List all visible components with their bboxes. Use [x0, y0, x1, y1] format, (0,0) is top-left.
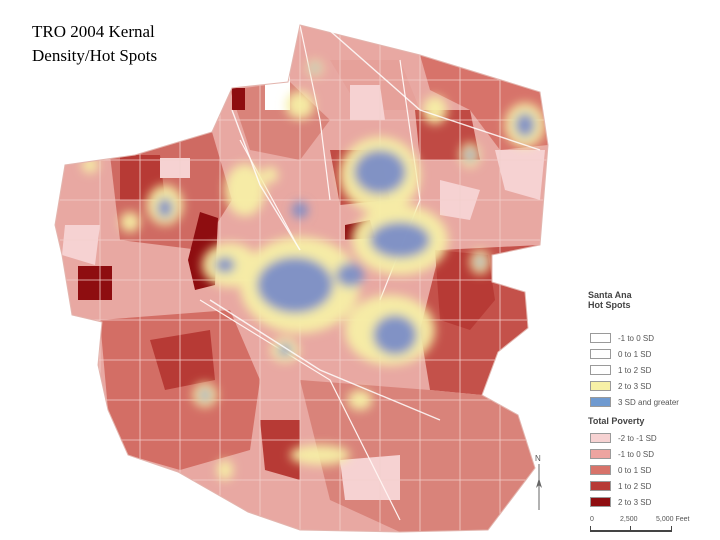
- legend-item: -2 to -1 SD: [588, 430, 716, 446]
- scale-bar: 0 2,500 5,000 Feet: [590, 516, 689, 536]
- legend-swatch: [590, 349, 611, 359]
- legend-item: 0 to 1 SD: [588, 346, 716, 362]
- hotspots-legend-title-line2: Hot Spots: [588, 300, 631, 310]
- legend-swatch: [590, 465, 611, 475]
- legend-swatch: [590, 365, 611, 375]
- legend-swatch: [590, 397, 611, 407]
- legend-swatch: [590, 481, 611, 491]
- legend-item: -1 to 0 SD: [588, 446, 716, 462]
- legend-label: 1 to 2 SD: [618, 482, 652, 491]
- north-arrow-icon: N: [532, 452, 546, 512]
- scale-label: 2,500: [620, 516, 638, 523]
- legend-label: 2 to 3 SD: [618, 498, 652, 507]
- scale-label: 0: [590, 516, 594, 523]
- scale-tick: [671, 526, 672, 532]
- scale-tick: [630, 526, 631, 532]
- legend-swatch: [590, 497, 611, 507]
- north-label: N: [535, 454, 541, 463]
- legend-item: 1 to 2 SD: [588, 362, 716, 378]
- legend-label: -1 to 0 SD: [618, 334, 655, 343]
- scale-tick: [590, 526, 591, 532]
- legend-label: -1 to 0 SD: [618, 450, 655, 459]
- map-legend: Santa Ana Hot Spots -1 to 0 SD 0 to 1 SD…: [588, 290, 716, 510]
- map-title-line2: Density/Hot Spots: [32, 46, 158, 65]
- legend-label: 0 to 1 SD: [618, 350, 652, 359]
- map-title-line1: TRO 2004 Kernal: [32, 22, 155, 41]
- legend-item: 2 to 3 SD: [588, 378, 716, 394]
- streets: [209, 21, 541, 421]
- legend-label: 1 to 2 SD: [618, 366, 652, 375]
- scale-line: [590, 530, 672, 532]
- map-title: TRO 2004 Kernal Density/Hot Spots: [32, 20, 252, 68]
- poverty-legend-title: Total Poverty: [588, 416, 645, 426]
- legend-swatch: [590, 381, 611, 391]
- hotspots-legend-title-line1: Santa Ana: [588, 290, 632, 300]
- legend-swatch: [590, 433, 611, 443]
- legend-item: 3 SD and greater: [588, 394, 716, 410]
- hot-spot-layer: [82, 60, 545, 480]
- legend-label: 3 SD and greater: [618, 398, 679, 407]
- legend-item: 0 to 1 SD: [588, 462, 716, 478]
- scale-label: 5,000 Feet: [656, 516, 690, 523]
- legend-swatch: [590, 449, 611, 459]
- legend-label: 0 to 1 SD: [618, 466, 652, 475]
- legend-item: 1 to 2 SD: [588, 478, 716, 494]
- legend-label: -2 to -1 SD: [618, 434, 657, 443]
- legend-item: 2 to 3 SD: [588, 494, 716, 510]
- legend-label: 2 to 3 SD: [618, 382, 652, 391]
- legend-item: -1 to 0 SD: [588, 330, 716, 346]
- legend-swatch: [590, 333, 611, 343]
